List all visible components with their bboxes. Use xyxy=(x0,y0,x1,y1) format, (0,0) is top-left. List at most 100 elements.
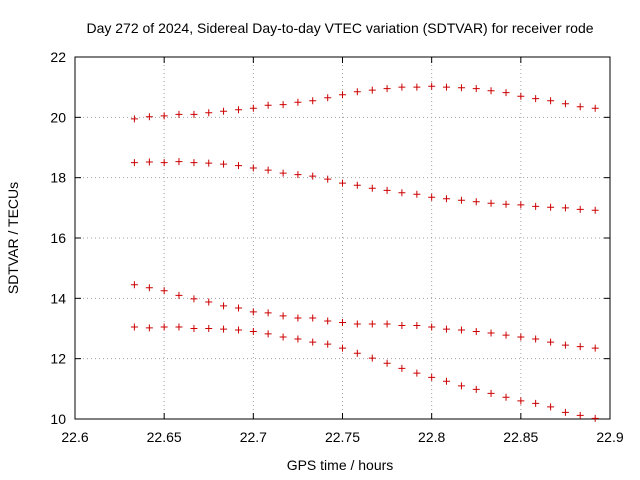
data-point xyxy=(324,175,332,183)
data-point xyxy=(339,179,346,187)
data-point xyxy=(205,325,213,332)
data-point xyxy=(383,186,391,194)
data-point xyxy=(220,302,228,310)
data-point xyxy=(368,354,376,362)
data-point xyxy=(309,97,317,105)
data-point xyxy=(472,85,480,93)
y-tick-label: 20 xyxy=(50,109,66,125)
data-point xyxy=(264,166,272,174)
data-point xyxy=(576,103,584,111)
x-tick-label: 22.75 xyxy=(325,429,360,445)
data-point xyxy=(532,95,540,103)
data-point xyxy=(591,414,599,422)
data-point xyxy=(235,106,243,114)
data-point xyxy=(532,399,540,407)
data-point xyxy=(294,314,302,322)
data-point xyxy=(457,382,465,390)
data-point xyxy=(205,109,213,117)
x-tick-label: 22.8 xyxy=(418,429,445,445)
x-tick-label: 22.9 xyxy=(596,429,623,445)
data-point xyxy=(235,326,243,334)
data-point xyxy=(279,312,287,320)
data-point xyxy=(175,291,183,299)
data-point xyxy=(576,411,584,419)
y-axis-label: SDTVAR / TECUs xyxy=(5,182,21,294)
data-point xyxy=(205,159,213,167)
data-point xyxy=(145,158,153,166)
data-point xyxy=(220,160,228,168)
data-point xyxy=(413,190,421,198)
data-point xyxy=(487,199,495,207)
data-point xyxy=(457,84,465,92)
data-point xyxy=(249,164,257,172)
data-point xyxy=(264,309,272,317)
data-point xyxy=(561,100,569,108)
data-point xyxy=(398,321,406,329)
data-point xyxy=(324,340,332,348)
x-tick-label: 22.6 xyxy=(61,429,88,445)
data-point xyxy=(353,88,361,96)
data-point xyxy=(368,86,376,94)
data-point xyxy=(472,198,480,206)
data-point xyxy=(517,333,525,341)
data-point xyxy=(368,320,376,328)
data-point xyxy=(487,329,495,337)
data-point xyxy=(383,85,391,93)
data-point xyxy=(324,317,332,325)
data-point xyxy=(249,328,257,336)
data-point xyxy=(457,196,465,204)
data-point xyxy=(279,101,287,109)
data-point xyxy=(502,89,510,97)
data-point xyxy=(353,181,361,189)
axis-ticks: 22.6 22.65 22.7 22.75 22.8 22.85 22.9 10 12 14 16 1… xyxy=(50,49,623,445)
data-point xyxy=(502,331,510,339)
data-point xyxy=(145,324,153,332)
data-point xyxy=(576,343,584,351)
data-point xyxy=(160,112,168,120)
data-point xyxy=(294,98,302,106)
data-point xyxy=(472,328,480,336)
data-point xyxy=(160,323,168,331)
data-point xyxy=(368,184,376,192)
y-tick-label: 22 xyxy=(50,49,66,65)
data-point xyxy=(339,91,346,99)
data-point xyxy=(235,162,243,170)
data-point xyxy=(561,341,569,349)
data-point xyxy=(487,87,495,95)
data-point xyxy=(472,385,480,393)
data-point xyxy=(487,389,495,397)
data-point xyxy=(428,193,436,201)
data-point xyxy=(413,83,421,91)
data-point xyxy=(398,189,406,197)
data-point xyxy=(442,325,450,333)
data-point xyxy=(353,349,361,357)
x-tick-label: 22.65 xyxy=(147,429,182,445)
data-point xyxy=(145,284,153,292)
data-point xyxy=(353,320,361,328)
series-3 xyxy=(130,281,599,352)
data-point xyxy=(547,338,555,346)
data-point xyxy=(220,325,228,333)
data-point xyxy=(398,83,406,91)
series-1 xyxy=(130,82,599,123)
data-point xyxy=(190,110,198,118)
data-point xyxy=(502,200,510,208)
data-point xyxy=(442,83,450,91)
data-point xyxy=(383,359,391,367)
data-point xyxy=(249,104,257,112)
data-point xyxy=(235,304,243,312)
data-point xyxy=(428,82,436,90)
data-point xyxy=(190,295,198,303)
data-point xyxy=(398,364,406,372)
data-point xyxy=(175,323,183,331)
y-tick-label: 18 xyxy=(50,170,66,186)
series-4 xyxy=(130,323,599,422)
data-point xyxy=(294,171,302,179)
data-point xyxy=(517,397,525,405)
data-point xyxy=(339,344,346,352)
data-point xyxy=(130,115,138,123)
data-point xyxy=(428,373,436,381)
data-point xyxy=(175,158,183,166)
data-point xyxy=(190,325,198,332)
